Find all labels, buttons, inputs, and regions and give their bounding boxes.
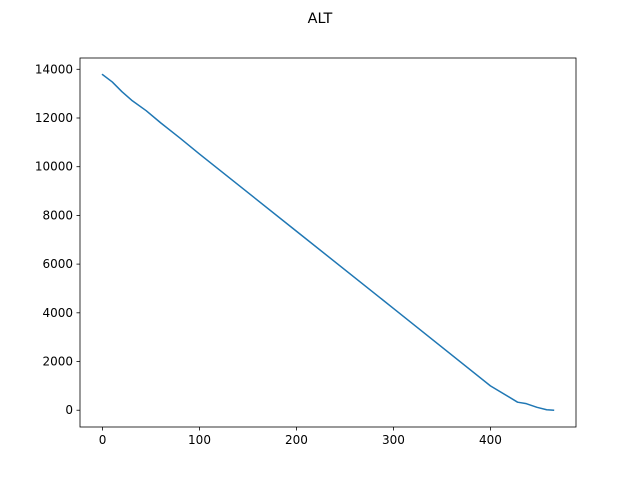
y-tick-label: 10000	[35, 160, 73, 174]
x-tick-label: 400	[479, 433, 502, 447]
y-tick-label: 0	[65, 403, 73, 417]
x-tick-label: 0	[99, 433, 107, 447]
y-tick-label: 6000	[42, 257, 73, 271]
y-tick-label: 2000	[42, 355, 73, 369]
y-axis: 0 2000 4000 6000 8000 10000 12000 14000	[35, 62, 80, 417]
y-tick-label: 12000	[35, 111, 73, 125]
x-tick-label: 200	[285, 433, 308, 447]
chart-title: ALT	[308, 11, 333, 27]
x-tick-label: 300	[382, 433, 405, 447]
plot-area	[101, 73, 555, 412]
y-tick-label: 14000	[35, 62, 73, 76]
y-tick-label: 8000	[42, 208, 73, 222]
series-line-0	[101, 73, 555, 412]
x-tick-label: 100	[188, 433, 211, 447]
y-tick-label: 4000	[42, 306, 73, 320]
axes-frame	[79, 57, 577, 428]
x-axis: 0 100 200 300 400	[99, 427, 502, 447]
